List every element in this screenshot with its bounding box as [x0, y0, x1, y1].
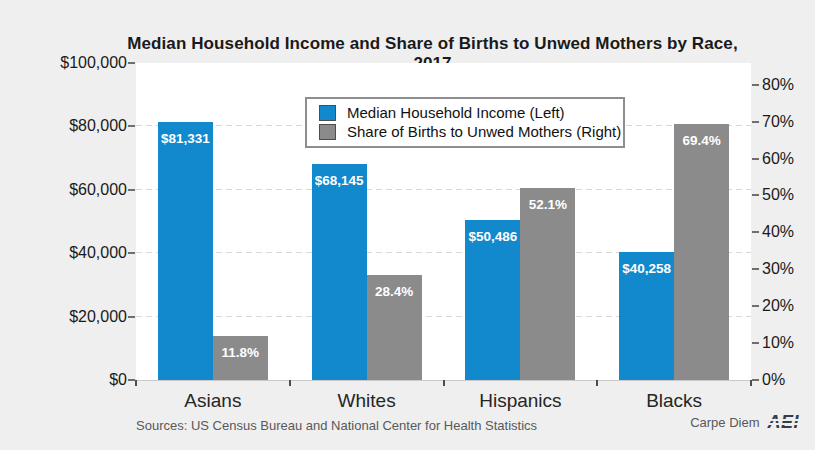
- category-label: Asians: [136, 390, 290, 412]
- legend-row-share: Share of Births to Unwed Mothers (Right): [319, 122, 623, 141]
- legend-box: Median Household Income (Left) Share of …: [305, 97, 625, 148]
- x-axis-tick: [289, 380, 291, 386]
- x-axis-tick: [135, 380, 137, 386]
- category-label: Hispanics: [444, 390, 598, 412]
- bar-share: 28.4%: [367, 275, 422, 380]
- category-label: Whites: [290, 390, 444, 412]
- left-axis-tick-label: $60,000: [37, 181, 127, 199]
- bar-income: $40,258: [619, 252, 674, 380]
- right-axis-tick-label: 70%: [762, 113, 815, 131]
- right-axis-tick-label: 40%: [762, 223, 815, 241]
- left-axis-tick-label: $80,000: [37, 117, 127, 135]
- left-axis-tick: [128, 252, 135, 254]
- right-axis-tick: [752, 305, 759, 307]
- x-axis-tick: [443, 380, 445, 386]
- bar-share: 52.1%: [520, 188, 575, 380]
- left-axis-tick: [128, 379, 135, 381]
- left-axis-tick-label: $40,000: [37, 244, 127, 262]
- legend-swatch-share: [319, 124, 336, 140]
- category-label: Blacks: [597, 390, 751, 412]
- right-axis-tick: [752, 231, 759, 233]
- right-axis-tick: [752, 268, 759, 270]
- bar-value-label: 69.4%: [674, 133, 729, 148]
- legend-label-share: Share of Births to Unwed Mothers (Right): [347, 123, 621, 140]
- left-axis-tick: [128, 62, 135, 64]
- carpe-diem-label: Carpe Diem: [690, 415, 759, 430]
- bar-income: $68,145: [312, 164, 367, 380]
- aei-logo-stripe: [765, 419, 800, 421]
- x-axis-tick: [596, 380, 598, 386]
- legend-swatch-income: [319, 105, 336, 121]
- right-axis-tick-label: 10%: [762, 334, 815, 352]
- bar-value-label: 28.4%: [367, 284, 422, 299]
- bar-value-label: $81,331: [158, 131, 213, 146]
- right-axis-tick: [752, 194, 759, 196]
- right-axis-tick: [752, 84, 759, 86]
- right-axis-tick-label: 80%: [762, 76, 815, 94]
- aei-logo-stripe: [765, 423, 800, 425]
- bar-income: $81,331: [158, 122, 213, 380]
- x-axis-tick: [750, 380, 752, 386]
- aei-logo: AEI: [767, 413, 799, 431]
- right-axis-tick-label: 0%: [762, 371, 815, 389]
- bar-income: $50,486: [465, 220, 520, 380]
- legend-label-income: Median Household Income (Left): [347, 104, 565, 121]
- footer-branding: Carpe Diem AEI: [690, 413, 799, 431]
- bar-value-label: $40,258: [619, 261, 674, 276]
- right-axis-tick: [752, 121, 759, 123]
- bar-value-label: $50,486: [465, 229, 520, 244]
- bar-share: 11.8%: [213, 336, 268, 380]
- right-axis-tick: [752, 379, 759, 381]
- right-axis-tick: [752, 342, 759, 344]
- right-axis-tick-label: 20%: [762, 297, 815, 315]
- source-note: Sources: US Census Bureau and National C…: [136, 418, 537, 433]
- right-axis-tick-label: 50%: [762, 186, 815, 204]
- left-axis-tick: [128, 189, 135, 191]
- left-axis-tick-label: $20,000: [37, 308, 127, 326]
- gridline: [136, 189, 751, 190]
- left-axis-tick-label: $100,000: [37, 54, 127, 72]
- left-axis-tick-label: $0: [37, 371, 127, 389]
- right-axis-tick-label: 60%: [762, 150, 815, 168]
- left-axis-tick: [128, 316, 135, 318]
- bar-share: 69.4%: [674, 124, 729, 380]
- bar-value-label: $68,145: [312, 173, 367, 188]
- left-axis-tick: [128, 125, 135, 127]
- chart-canvas: Median Household Income and Share of Bir…: [0, 0, 815, 450]
- right-axis-tick: [752, 158, 759, 160]
- right-axis-tick-label: 30%: [762, 260, 815, 278]
- legend-row-income: Median Household Income (Left): [319, 103, 623, 122]
- bar-value-label: 11.8%: [213, 345, 268, 360]
- bar-value-label: 52.1%: [520, 197, 575, 212]
